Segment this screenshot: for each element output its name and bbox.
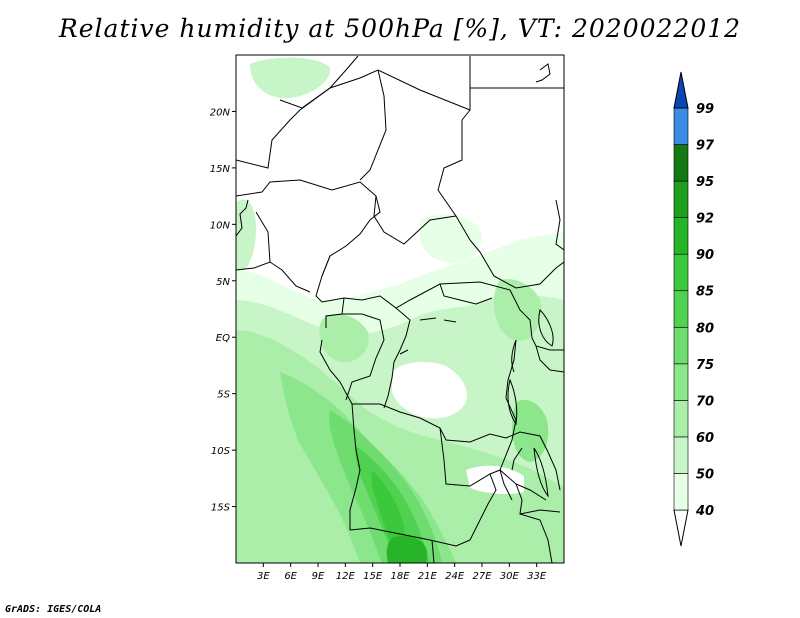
colorbar-segment: [673, 290, 689, 328]
colorbar-label: 85: [696, 285, 714, 300]
latitude-axis: 20N 15N 10N 5N EQ 5S 10S 15S: [210, 107, 236, 514]
colorbar-segment: [673, 400, 689, 438]
lon-tick-label: 12E: [336, 571, 356, 582]
colorbar-segment: [673, 326, 689, 365]
lakes: [399, 309, 554, 498]
lat-tick-label: 5N: [216, 277, 230, 288]
colorbar-label: 40: [695, 504, 714, 519]
colorbar-segment: [673, 473, 689, 511]
lat-tick-label: 20N: [210, 107, 231, 118]
colorbar-label: 99: [696, 102, 714, 117]
lat-tick-label: EQ: [216, 333, 230, 344]
lon-tick-label: 27E: [472, 571, 492, 582]
grads-credit: GrADS: IGES/COLA: [5, 604, 102, 615]
colorbar-segment: [673, 363, 689, 401]
colorbar-label: 75: [696, 358, 714, 373]
lon-tick-label: 15E: [363, 571, 383, 582]
colorbar-segment: [673, 180, 689, 218]
colorbar-label: 92: [696, 212, 714, 227]
colorbar-label: 90: [696, 248, 714, 263]
lat-tick-label: 10N: [210, 220, 231, 231]
lon-tick-label: 3E: [257, 571, 270, 582]
colorbar-upper-extension: [673, 71, 689, 109]
colorbar-label: 97: [696, 139, 715, 154]
coastline: [236, 63, 564, 251]
colorbar-segment: [673, 253, 689, 292]
colorbar-label: 70: [696, 394, 714, 409]
humidity-shading: [236, 57, 564, 563]
colorbar-segment: [673, 217, 689, 255]
colorbar-label: 60: [696, 431, 714, 446]
colorbar-segment: [673, 107, 689, 145]
longitude-axis: 3E 6E 9E 12E 15E 18E 21E 24E 27E 30E 33E: [257, 563, 547, 582]
colorbar-lower-extension: [673, 509, 689, 547]
lat-tick-label: 15N: [210, 164, 231, 175]
lat-tick-label: 10S: [211, 446, 231, 457]
colorbar-label: 80: [696, 321, 714, 336]
colorbar-label: 95: [696, 175, 714, 190]
colorbar: 40 50 60 70 75 80 85 90 92 95 97 99: [673, 71, 715, 547]
lon-tick-label: 30E: [500, 571, 520, 582]
colorbar-segment: [673, 436, 689, 474]
lat-tick-label: 5S: [217, 390, 230, 401]
lat-tick-label: 15S: [211, 503, 231, 514]
colorbar-label: 50: [696, 467, 714, 482]
map-title: Relative humidity at 500hPa [%], VT: 202…: [58, 14, 742, 43]
lon-tick-label: 6E: [284, 571, 297, 582]
lon-tick-label: 9E: [312, 571, 325, 582]
lon-tick-label: 33E: [527, 571, 547, 582]
lon-tick-label: 24E: [445, 571, 465, 582]
colorbar-segment: [673, 144, 689, 182]
lon-tick-label: 18E: [390, 571, 410, 582]
lon-tick-label: 21E: [418, 571, 438, 582]
country-borders: [236, 55, 564, 563]
